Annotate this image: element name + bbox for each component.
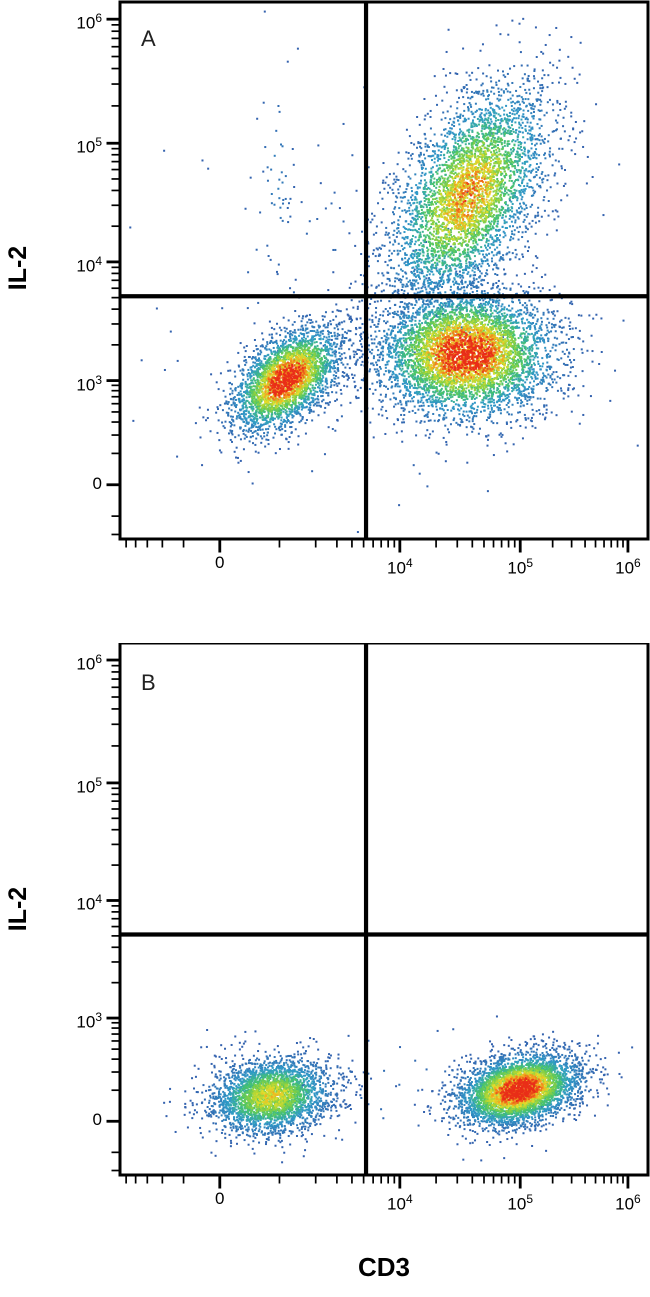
x-tick-label: 106 bbox=[615, 556, 641, 578]
panel-a: A IL-2 0 103 104 105 106 0 104 105 106 bbox=[0, 0, 650, 612]
panel-letter-b: B bbox=[141, 670, 156, 695]
x-tick-label: 106 bbox=[615, 1192, 641, 1214]
x-axis-label: CD3 bbox=[357, 1252, 410, 1282]
y-tick-label: 105 bbox=[76, 135, 102, 157]
x-tick-label: 0 bbox=[215, 553, 225, 572]
panel-b: B IL-2 0 103 104 105 106 0 104 105 106 bbox=[0, 643, 650, 1243]
y-tick-label: 103 bbox=[76, 372, 102, 395]
y-tick-label: 104 bbox=[76, 253, 102, 276]
x-tick-label: 105 bbox=[507, 1192, 534, 1214]
y-tick-label: 0 bbox=[92, 473, 102, 493]
x-tick-label: 0 bbox=[215, 1189, 225, 1208]
y-tick-label: 105 bbox=[76, 774, 102, 797]
scatter-plot-b-canvas bbox=[0, 643, 650, 1243]
y-tick-label: 106 bbox=[76, 11, 102, 33]
x-tick-label: 105 bbox=[507, 556, 534, 578]
x-tick-label: 104 bbox=[387, 1192, 413, 1214]
scatter-plot-a-canvas bbox=[0, 0, 650, 612]
x-tick-label: 104 bbox=[387, 556, 413, 578]
y-tick-label: 103 bbox=[76, 1010, 102, 1032]
panel-letter-a: A bbox=[141, 26, 156, 51]
y-tick-label: 104 bbox=[76, 892, 102, 915]
y-tick-label: 0 bbox=[92, 1110, 102, 1130]
y-tick-label: 106 bbox=[76, 652, 102, 674]
